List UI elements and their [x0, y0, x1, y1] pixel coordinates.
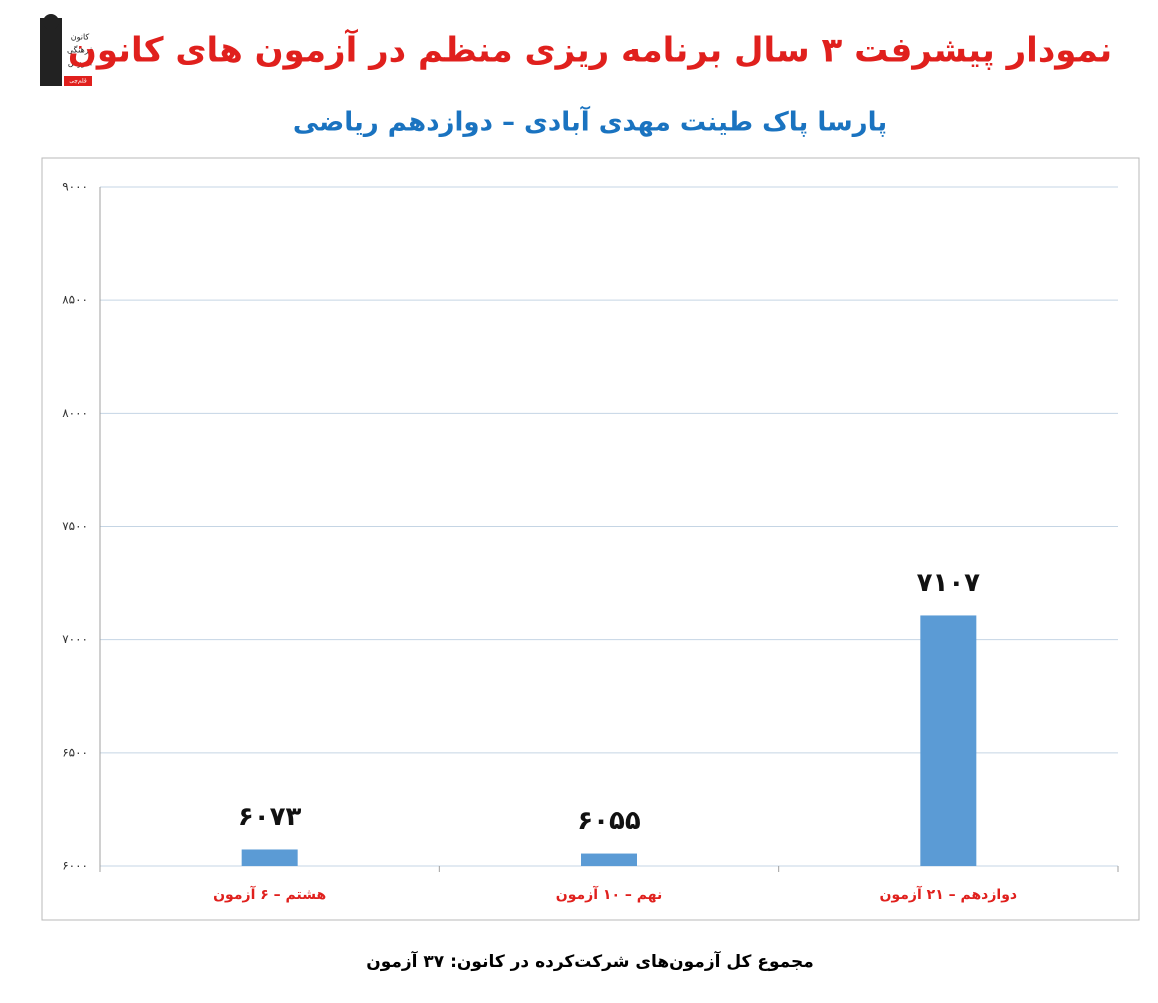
footnote: مجموع کل آزمون‌های شرکت‌کرده در کانون: ۳… [366, 950, 814, 972]
bar [241, 849, 298, 866]
logo-figure [40, 18, 62, 86]
logo-text: آموزش [68, 58, 93, 68]
logo-text: قلم‌چی [69, 78, 87, 85]
data-label: ۶۰۷۳ [238, 802, 302, 832]
y-tick-label: ۷۰۰۰ [62, 632, 88, 646]
logo-badge [64, 76, 92, 86]
data-label: ۷۱۰۷ [917, 568, 981, 598]
logo-head [43, 14, 59, 30]
y-tick-label: ۶۵۰۰ [62, 745, 88, 759]
data-label: ۶۰۵۵ [577, 806, 641, 836]
y-tick-label: ۶۰۰۰ [62, 859, 88, 873]
x-tick-label: هشتم – ۶ آزمون [213, 885, 326, 903]
bar [920, 615, 977, 866]
chart-frame [41, 157, 1140, 921]
y-tick-label: ۷۵۰۰ [62, 519, 88, 533]
x-tick-label: دوازدهم – ۲۱ آزمون [880, 885, 1018, 903]
bar [581, 853, 637, 866]
y-tick-label: ۹۰۰۰ [62, 180, 88, 194]
logo-text: کانون [71, 33, 90, 42]
x-tick-label: نهم – ۱۰ آزمون [556, 885, 662, 903]
y-tick-label: ۸۵۰۰ [62, 293, 88, 307]
chart-subtitle: پارسا پاک طینت مهدی آبادی – دوازدهم ریاض… [293, 106, 887, 138]
chart-title: نمودار پیشرفت ۳ سال برنامه ریزی منظم در … [68, 29, 1112, 71]
logo: کانون فرهنگی آموزش قلم‌چی [40, 14, 93, 86]
logo-text: فرهنگی [67, 45, 93, 55]
y-tick-label: ۸۰۰۰ [62, 406, 88, 420]
